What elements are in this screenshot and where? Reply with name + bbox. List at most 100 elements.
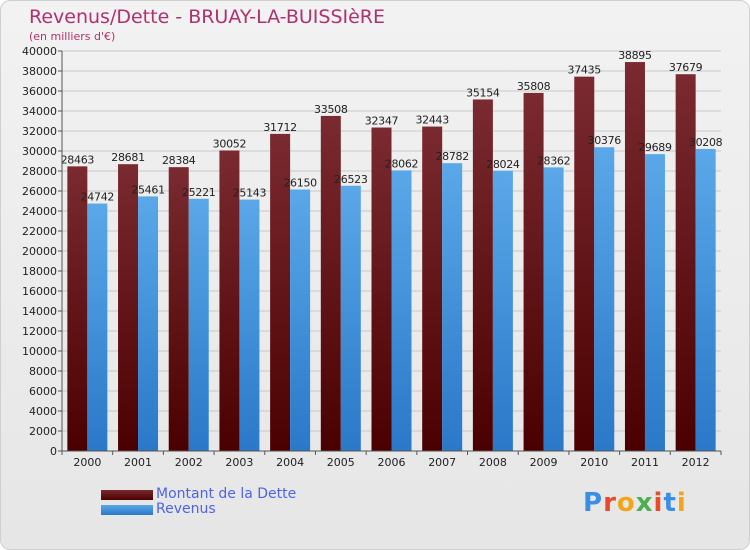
- y-tick-label: 32000: [22, 125, 57, 138]
- y-tick-label: 30000: [22, 145, 57, 158]
- data-label-revenus: 24742: [81, 191, 115, 204]
- y-tick-label: 28000: [22, 165, 57, 178]
- x-tick-label: 2001: [124, 456, 152, 469]
- y-tick-label: 20000: [22, 245, 57, 258]
- data-label-revenus: 25221: [182, 186, 216, 199]
- data-label-dette: 32347: [365, 115, 399, 128]
- y-tick-label: 0: [50, 445, 57, 458]
- bar-dette: [67, 166, 88, 451]
- bar-revenus: [87, 203, 108, 451]
- bar-revenus: [543, 167, 564, 451]
- x-tick-label: 2011: [631, 456, 659, 469]
- y-tick-label: 26000: [22, 185, 57, 198]
- data-label-dette: 32443: [415, 114, 449, 127]
- data-label-revenus: 30208: [689, 136, 723, 149]
- bar-revenus: [695, 148, 716, 452]
- bar-dette: [523, 92, 544, 452]
- logo-letter: t: [663, 488, 677, 518]
- data-label-dette: 37679: [669, 61, 703, 74]
- bar-revenus: [644, 154, 665, 452]
- bar-dette: [574, 76, 595, 452]
- logo-letter: x: [635, 488, 654, 518]
- bar-dette: [422, 126, 443, 451]
- x-tick-label: 2006: [378, 456, 406, 469]
- x-tick-label: 2009: [530, 456, 558, 469]
- legend-swatch-dette: [101, 490, 153, 500]
- x-tick-label: 2003: [225, 456, 253, 469]
- data-label-revenus: 29689: [638, 141, 672, 154]
- x-tick-label: 2012: [682, 456, 710, 469]
- x-tick-label: 2008: [479, 456, 507, 469]
- data-label-revenus: 28024: [486, 158, 520, 171]
- x-tick-label: 2005: [327, 456, 355, 469]
- data-label-revenus: 25143: [233, 187, 267, 200]
- data-label-revenus: 28062: [385, 157, 419, 170]
- data-label-revenus: 25461: [131, 183, 165, 196]
- chart-subtitle: (en milliers d'€): [29, 30, 116, 43]
- y-tick-label: 18000: [22, 265, 57, 278]
- data-label-dette: 30052: [213, 137, 247, 150]
- bar-revenus: [138, 196, 159, 451]
- x-tick-label: 2000: [73, 456, 101, 469]
- bar-dette: [472, 99, 493, 452]
- data-label-dette: 31712: [263, 121, 297, 134]
- bar-revenus: [188, 198, 209, 451]
- y-tick-label: 22000: [22, 225, 57, 238]
- data-labels: 28463 24742 28681 25461 28384 25221 30052 25143…: [61, 49, 723, 204]
- bars: [67, 62, 716, 452]
- logo-letter: o: [616, 488, 636, 518]
- bar-revenus: [290, 189, 311, 451]
- data-label-dette: 37435: [568, 64, 602, 77]
- y-tick-label: 10000: [22, 345, 57, 358]
- y-tick-label: 34000: [22, 105, 57, 118]
- x-tick-label: 2010: [580, 456, 608, 469]
- y-tick-label: 14000: [22, 305, 57, 318]
- y-tick-label: 4000: [29, 405, 57, 418]
- y-tick-label: 36000: [22, 85, 57, 98]
- bar-dette: [371, 127, 392, 451]
- data-label-dette: 28681: [111, 151, 145, 164]
- logo-letter: r: [603, 488, 617, 518]
- data-label-dette: 33508: [314, 103, 348, 116]
- bar-dette: [320, 115, 341, 452]
- y-tick-label: 38000: [22, 65, 57, 78]
- data-label-dette: 38895: [618, 49, 652, 62]
- bar-dette: [168, 167, 189, 451]
- data-label-dette: 35808: [517, 80, 551, 93]
- data-label-revenus: 28782: [435, 150, 469, 163]
- chart-title: Revenus/Dette - BRUAY-LA-BUISSIèRE: [29, 6, 386, 28]
- bar-revenus: [442, 163, 463, 451]
- x-tick-label: 2002: [175, 456, 203, 469]
- data-label-dette: 28384: [162, 154, 196, 167]
- x-tick-label: 2004: [276, 456, 304, 469]
- y-tick-label: 12000: [22, 325, 57, 338]
- bar-revenus: [340, 185, 361, 451]
- bar-revenus: [391, 170, 412, 451]
- y-tick-label: 2000: [29, 425, 57, 438]
- bar-dette: [624, 62, 645, 452]
- y-tick-label: 6000: [29, 385, 57, 398]
- bar-dette: [118, 164, 139, 451]
- legend-swatch-revenus: [101, 505, 153, 515]
- legend-label-dette: Montant de la Dette: [156, 486, 297, 502]
- axes: 0 2000 4000 6000 8000 10000 12000 14000 16000 180…: [22, 45, 722, 469]
- bar-dette: [675, 74, 696, 452]
- y-tick-label: 40000: [22, 45, 57, 58]
- data-label-revenus: 26523: [334, 173, 368, 186]
- bar-dette: [219, 150, 240, 452]
- data-label-revenus: 30376: [588, 134, 622, 147]
- y-tick-label: 24000: [22, 205, 57, 218]
- logo-letter: i: [676, 488, 687, 518]
- bar-revenus: [594, 147, 615, 452]
- x-tick-label: 2007: [428, 456, 456, 469]
- legend-label-revenus: Revenus: [156, 501, 216, 517]
- data-label-revenus: 28362: [537, 154, 571, 167]
- data-label-dette: 28463: [61, 153, 95, 166]
- proxiti-logo: Proxiti: [583, 488, 687, 518]
- y-tick-label: 16000: [22, 285, 57, 298]
- bar-revenus: [239, 199, 260, 451]
- bar-revenus: [492, 170, 513, 451]
- y-tick-label: 8000: [29, 365, 57, 378]
